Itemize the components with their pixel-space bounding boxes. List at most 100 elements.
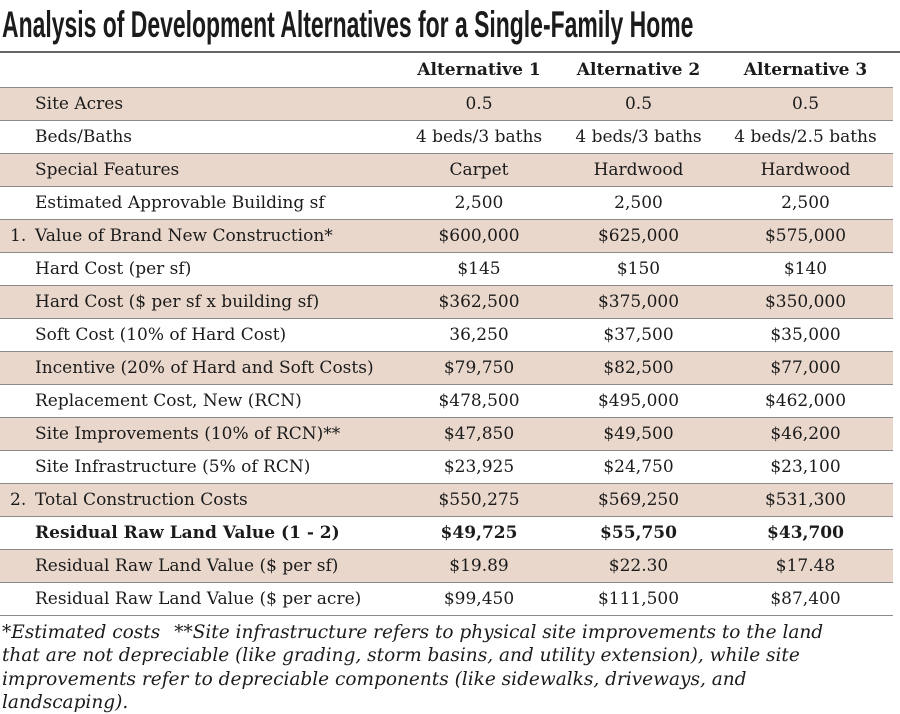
row-label: Special Features: [0, 160, 399, 180]
row-label: Hard Cost ($ per sf x building sf): [0, 292, 399, 312]
row-value: $17.48: [775, 556, 836, 576]
table-row: Site Infrastructure (5% of RCN) $23,925 $2…: [0, 450, 893, 483]
row-value: $35,000: [770, 325, 841, 345]
table-body: Site Acres 0.5 0.5 0.5 Beds/Baths 4 beds/3 ba…: [0, 87, 893, 615]
row-value: $87,400: [770, 589, 841, 609]
row-value: Carpet: [449, 160, 509, 180]
page: Analysis of Development Alternatives for…: [0, 3, 900, 713]
row-value: $47,850: [443, 424, 515, 444]
row-label: 2. Total Construction Costs: [0, 490, 399, 510]
row-value: $82,500: [603, 358, 674, 378]
row-value: $362,500: [438, 292, 520, 312]
row-label: Site Infrastructure (5% of RCN): [0, 457, 399, 477]
table-row: Residual Raw Land Value ($ per sf) $19.89…: [0, 549, 893, 582]
row-value: Hardwood: [593, 160, 684, 180]
row-value: $111,500: [597, 589, 680, 609]
row-value: $37,500: [603, 325, 674, 345]
row-value: $140: [783, 259, 828, 279]
row-label-text: Hard Cost (per sf): [35, 259, 192, 279]
table-row: Soft Cost (10% of Hard Cost) 36,250 $37,50…: [0, 318, 893, 351]
row-label-text: Special Features: [35, 160, 180, 180]
row-label-text: Residual Raw Land Value (1 - 2): [35, 523, 340, 543]
header-alternative-2: Alternative 2: [576, 60, 701, 80]
row-value: 4 beds/3 baths: [575, 127, 702, 147]
table-row: Residual Raw Land Value ($ per acre) $99,…: [0, 582, 893, 615]
row-value: $77,000: [770, 358, 841, 378]
row-value: Hardwood: [760, 160, 851, 180]
row-value: $625,000: [597, 226, 680, 246]
row-value: $19.89: [449, 556, 509, 576]
row-value: $99,450: [443, 589, 515, 609]
table-row: 1. Value of Brand New Construction* $600,0…: [0, 219, 893, 252]
header-alternative-1: Alternative 1: [417, 60, 541, 80]
row-value: $23,100: [770, 457, 841, 477]
row-label: Hard Cost (per sf): [0, 259, 399, 279]
page-title: Analysis of Development Alternatives for…: [2, 4, 694, 45]
table-row: Replacement Cost, New (RCN) $478,500 $495,…: [0, 384, 893, 417]
row-label-text: Replacement Cost, New (RCN): [35, 391, 302, 411]
row-value: 2,500: [614, 193, 663, 213]
row-label: Residual Raw Land Value ($ per acre): [0, 589, 399, 609]
row-label: Site Improvements (10% of RCN)**: [0, 424, 399, 444]
table-row: Site Acres 0.5 0.5 0.5: [0, 87, 893, 120]
row-number: 2.: [10, 490, 27, 510]
row-value: $569,250: [597, 490, 680, 510]
table-row: 2. Total Construction Costs $550,275 $569,2…: [0, 483, 893, 516]
table-header-row: Alternative 1 Alternative 2 Alternative …: [0, 53, 893, 87]
row-label-text: Residual Raw Land Value ($ per acre): [35, 589, 362, 609]
row-value: $150: [616, 259, 661, 279]
row-label: Residual Raw Land Value (1 - 2): [0, 523, 399, 543]
table-row: Residual Raw Land Value (1 - 2) $49,725 $5…: [0, 516, 893, 549]
row-value: $478,500: [438, 391, 520, 411]
row-value: $145: [457, 259, 501, 279]
row-label-text: Residual Raw Land Value ($ per sf): [35, 556, 339, 576]
table-row: Special Features Carpet Hardwood Hardwood: [0, 153, 893, 186]
row-value: $531,300: [764, 490, 847, 510]
row-value: $600,000: [438, 226, 520, 246]
row-value: 2,500: [454, 193, 504, 213]
row-label-text: Incentive (20% of Hard and Soft Costs): [35, 358, 374, 378]
table-row: Hard Cost (per sf) $145 $150 $140: [0, 252, 893, 285]
row-value: $375,000: [597, 292, 680, 312]
row-value: $46,200: [770, 424, 841, 444]
row-label-text: Total Construction Costs: [35, 490, 248, 510]
row-value: $24,750: [603, 457, 674, 477]
row-value: $22.30: [608, 556, 669, 576]
row-value: 4 beds/3 baths: [415, 127, 543, 147]
row-label-text: Value of Brand New Construction*: [35, 226, 333, 246]
row-label: Site Acres: [0, 94, 399, 114]
row-value: 0.5: [791, 94, 820, 114]
row-label: Soft Cost (10% of Hard Cost): [0, 325, 399, 345]
row-label-text: Hard Cost ($ per sf x building sf): [35, 292, 320, 312]
row-label-text: Beds/Baths: [35, 127, 133, 147]
row-value: $462,000: [764, 391, 847, 411]
table-row: Estimated Approvable Building sf 2,500 2,5…: [0, 186, 893, 219]
table-row: Hard Cost ($ per sf x building sf) $362,5…: [0, 285, 893, 318]
analysis-table: Alternative 1 Alternative 2 Alternative …: [0, 53, 893, 616]
row-label: Incentive (20% of Hard and Soft Costs): [0, 358, 399, 378]
row-label: Estimated Approvable Building sf: [0, 193, 399, 213]
row-value: $43,700: [767, 523, 844, 543]
footnote-estimated-costs: *Estimated costs: [2, 622, 161, 643]
row-value: $49,725: [440, 523, 518, 543]
row-label-text: Site Improvements (10% of RCN)**: [35, 424, 341, 444]
table-row: Incentive (20% of Hard and Soft Costs) $7…: [0, 351, 893, 384]
row-label-text: Estimated Approvable Building sf: [35, 193, 325, 213]
table-row: Beds/Baths 4 beds/3 baths 4 beds/3 baths 4 …: [0, 120, 893, 153]
row-value: 36,250: [449, 325, 509, 345]
row-value: $49,500: [603, 424, 674, 444]
row-value: 4 beds/2.5 baths: [734, 127, 877, 147]
row-value: $550,275: [438, 490, 520, 510]
footnote-site-infrastructure: **Site infrastructure refers to physical…: [2, 622, 824, 713]
row-value: $79,750: [443, 358, 515, 378]
row-value: 0.5: [465, 94, 493, 114]
row-value: 0.5: [624, 94, 653, 114]
row-number: 1.: [10, 226, 27, 246]
row-label: Residual Raw Land Value ($ per sf): [0, 556, 399, 576]
row-label: 1. Value of Brand New Construction*: [0, 226, 399, 246]
row-value: $350,000: [764, 292, 847, 312]
row-label-text: Site Infrastructure (5% of RCN): [35, 457, 311, 477]
footnote: *Estimated costs **Site infrastructure re…: [2, 621, 858, 714]
title-divider: [0, 51, 900, 53]
row-label-text: Site Acres: [35, 94, 124, 114]
